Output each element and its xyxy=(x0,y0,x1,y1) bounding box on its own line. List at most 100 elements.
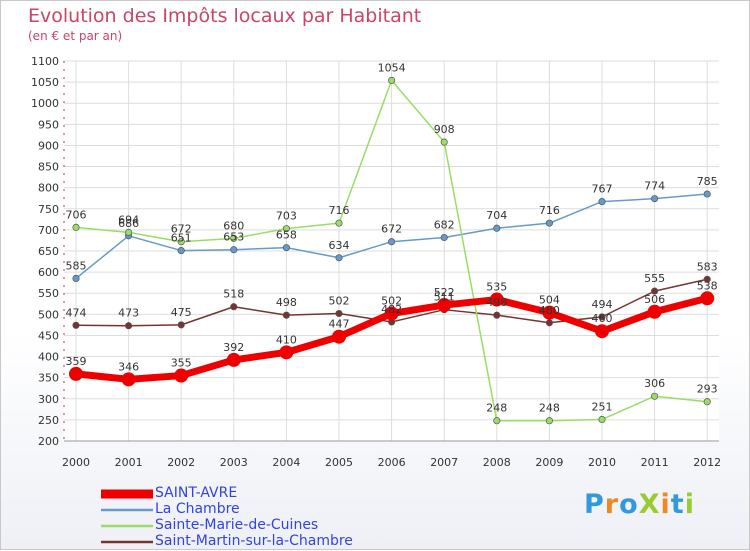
data-label: 346 xyxy=(118,360,139,373)
data-point xyxy=(282,225,290,233)
data-label: 682 xyxy=(434,218,455,231)
y-tick-label: 850 xyxy=(38,161,59,174)
x-tick-label: 2000 xyxy=(62,456,90,469)
data-label: 518 xyxy=(223,288,244,301)
y-tick-label: 450 xyxy=(38,329,59,342)
y-tick-label: 800 xyxy=(38,182,59,195)
data-label: 498 xyxy=(276,296,297,309)
y-tick-label: 650 xyxy=(38,245,59,258)
data-point xyxy=(177,238,185,246)
data-point xyxy=(545,219,553,227)
data-point xyxy=(335,219,343,227)
data-point xyxy=(72,223,80,231)
data-label: 653 xyxy=(223,231,244,244)
data-point xyxy=(69,366,83,381)
data-label: 447 xyxy=(329,318,350,331)
y-tick-label: 600 xyxy=(38,266,59,279)
data-label: 392 xyxy=(223,341,244,354)
data-point xyxy=(493,417,501,425)
data-label: 651 xyxy=(171,232,192,245)
y-tick-label: 700 xyxy=(38,224,59,237)
data-label: 535 xyxy=(486,281,507,294)
data-label: 475 xyxy=(171,306,192,319)
data-label: 502 xyxy=(381,294,402,307)
data-point xyxy=(651,392,659,400)
data-label: 480 xyxy=(539,304,560,317)
data-label: 494 xyxy=(592,298,613,311)
data-point xyxy=(72,274,80,282)
data-point xyxy=(226,352,241,367)
data-point xyxy=(335,309,343,318)
data-label: 585 xyxy=(66,259,87,272)
data-label: 502 xyxy=(329,294,350,307)
y-tick-label: 1050 xyxy=(31,76,59,89)
x-tick-label: 2001 xyxy=(115,456,143,469)
y-tick-label: 200 xyxy=(38,435,59,448)
data-point xyxy=(121,372,136,387)
legend-swatch xyxy=(101,489,153,499)
data-label: 716 xyxy=(539,204,560,217)
data-label: 716 xyxy=(329,204,350,217)
data-label: 672 xyxy=(171,223,192,236)
data-label: 473 xyxy=(118,307,139,320)
data-point xyxy=(279,345,294,360)
data-point xyxy=(388,238,396,246)
data-label: 410 xyxy=(276,333,297,346)
x-tick-label: 2007 xyxy=(430,456,458,469)
data-point xyxy=(703,275,711,283)
data-label: 706 xyxy=(66,208,87,221)
data-point xyxy=(703,398,711,406)
data-label: 359 xyxy=(66,355,87,368)
data-point xyxy=(332,329,346,344)
y-tick-label: 300 xyxy=(38,393,59,406)
proxiti-logo: ProXiti xyxy=(584,489,695,520)
data-label: 658 xyxy=(276,229,297,242)
data-point xyxy=(72,321,80,329)
data-label: 583 xyxy=(697,260,718,273)
data-point xyxy=(651,195,659,203)
y-tick-label: 250 xyxy=(38,414,59,427)
data-point xyxy=(230,246,238,254)
data-label: 686 xyxy=(118,217,139,230)
data-label: 785 xyxy=(697,175,718,188)
y-tick-label: 1000 xyxy=(31,97,59,110)
data-point xyxy=(177,247,185,255)
data-point xyxy=(230,303,238,311)
data-point xyxy=(651,287,659,295)
y-tick-label: 1100 xyxy=(31,55,59,68)
legend-swatch xyxy=(101,524,153,528)
data-label: 522 xyxy=(434,286,455,299)
data-point xyxy=(598,198,606,206)
data-point xyxy=(493,224,501,232)
data-label: 555 xyxy=(644,272,665,285)
data-label: 306 xyxy=(644,377,665,390)
data-point xyxy=(125,322,133,330)
legend-label: Saint-Martin-sur-la-Chambre xyxy=(155,533,353,549)
data-point xyxy=(545,319,553,327)
data-label: 506 xyxy=(644,293,665,306)
data-point xyxy=(598,415,606,424)
data-label: 248 xyxy=(486,402,507,415)
y-tick-label: 550 xyxy=(38,287,59,300)
data-label: 511 xyxy=(434,291,455,304)
legend-label: La Chambre xyxy=(155,501,240,517)
x-tick-label: 2010 xyxy=(588,456,616,469)
data-point xyxy=(384,306,399,321)
data-point xyxy=(700,291,715,306)
data-point xyxy=(388,76,396,84)
legend-swatch xyxy=(101,540,153,544)
data-point xyxy=(230,234,238,242)
data-label: 680 xyxy=(223,219,244,232)
data-label: 248 xyxy=(539,402,560,415)
data-label: 251 xyxy=(592,400,613,413)
data-point xyxy=(493,311,501,319)
data-label: 908 xyxy=(434,123,455,136)
data-point xyxy=(282,244,290,252)
data-label: 774 xyxy=(644,180,665,193)
data-point xyxy=(489,292,504,307)
legend-label: Sainte-Marie-de-Cuines xyxy=(155,517,319,533)
y-tick-label: 400 xyxy=(38,351,59,364)
x-tick-label: 2002 xyxy=(167,456,195,469)
